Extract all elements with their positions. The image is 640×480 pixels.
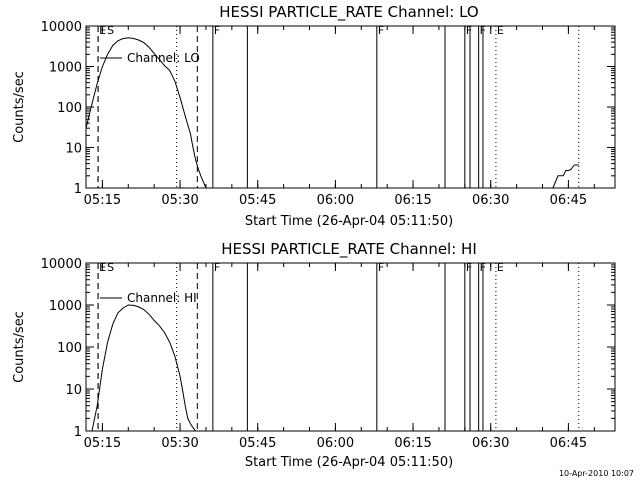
chart-title-hi: HESSI PARTICLE_RATE Channel: HI bbox=[221, 240, 477, 259]
x-tick-label-hi-0: 05:15 bbox=[84, 436, 121, 451]
legend-hi: Channel: HI bbox=[100, 291, 197, 305]
legend-label-lo: Channel: LO bbox=[127, 51, 200, 65]
x-tick-label-lo-5: 06:30 bbox=[472, 193, 509, 208]
x-ticks-hi: 05:15 05:30 05:45 06:00 06:15 06:30 06:45 bbox=[84, 263, 595, 451]
y-tick-label-lo-3: 1000 bbox=[49, 61, 82, 76]
markers-lo: ESFFFFE bbox=[97, 24, 580, 188]
event-marker-label-hi-12: E bbox=[497, 261, 504, 274]
series-line-lo-0-1 bbox=[552, 164, 579, 189]
timestamp: 10-Apr-2010 10:07 bbox=[559, 469, 634, 478]
x-axis-label-lo: Start Time (26-Apr-04 05:11:50) bbox=[245, 214, 453, 229]
x-tick-label-hi-2: 05:45 bbox=[239, 436, 276, 451]
event-marker-label-hi-6: F bbox=[378, 261, 384, 274]
chart-panel-lo: HESSI PARTICLE_RATE Channel: LO ESFFFFE … bbox=[12, 3, 616, 229]
x-tick-label-hi-4: 06:15 bbox=[394, 436, 431, 451]
y-tick-label-lo-0: 1 bbox=[74, 182, 82, 197]
x-tick-label-lo-2: 05:45 bbox=[239, 193, 276, 208]
event-marker-label-lo-8: F bbox=[466, 24, 472, 37]
event-marker-label-lo-1: S bbox=[107, 24, 114, 37]
x-axis-label-hi: Start Time (26-Apr-04 05:11:50) bbox=[245, 455, 453, 470]
event-marker-label-hi-1: S bbox=[107, 261, 114, 274]
series-lo bbox=[85, 37, 579, 189]
chart-title-lo: HESSI PARTICLE_RATE Channel: LO bbox=[219, 3, 478, 22]
y-tick-label-lo-1: 10 bbox=[65, 142, 82, 157]
x-tick-label-lo-6: 06:45 bbox=[550, 193, 587, 208]
y-tick-label-hi-2: 100 bbox=[57, 341, 82, 356]
y-tick-label-hi-0: 1 bbox=[74, 425, 82, 440]
event-marker-label-hi-4: F bbox=[214, 261, 220, 274]
x-tick-label-hi-6: 06:45 bbox=[550, 436, 587, 451]
series-line-lo-0-0 bbox=[85, 37, 207, 189]
x-ticks-lo: 05:15 05:30 05:45 06:00 06:15 06:30 06:45 bbox=[84, 26, 595, 208]
y-tick-label-hi-1: 10 bbox=[65, 383, 82, 398]
event-marker-label-lo-4: F bbox=[214, 24, 220, 37]
x-tick-label-lo-1: 05:30 bbox=[161, 193, 198, 208]
x-tick-label-hi-3: 06:00 bbox=[317, 436, 354, 451]
series-line-hi-0-0 bbox=[91, 304, 196, 432]
y-axis-label-lo: Counts/sec bbox=[12, 71, 27, 143]
event-marker-label-lo-12: E bbox=[497, 24, 504, 37]
chart-panel-hi: HESSI PARTICLE_RATE Channel: HI ESFFFFE … bbox=[12, 240, 616, 470]
x-tick-label-hi-1: 05:30 bbox=[161, 436, 198, 451]
series-hi bbox=[91, 304, 196, 432]
y-ticks-hi: 1 10 100 1000 10000 bbox=[41, 257, 615, 440]
plot-frame-hi bbox=[85, 262, 616, 432]
x-tick-label-lo-3: 06:00 bbox=[317, 193, 354, 208]
y-tick-label-hi-4: 10000 bbox=[41, 257, 82, 272]
x-tick-label-lo-4: 06:15 bbox=[394, 193, 431, 208]
legend-label-hi: Channel: HI bbox=[127, 291, 197, 305]
event-marker-label-hi-8: F bbox=[466, 261, 472, 274]
y-tick-label-hi-3: 1000 bbox=[49, 299, 82, 314]
y-tick-label-lo-4: 10000 bbox=[41, 20, 82, 35]
y-axis-label-hi: Counts/sec bbox=[12, 311, 27, 383]
x-tick-label-hi-5: 06:30 bbox=[472, 436, 509, 451]
y-tick-label-lo-2: 100 bbox=[57, 101, 82, 116]
x-tick-label-lo-0: 05:15 bbox=[84, 193, 121, 208]
legend-lo: Channel: LO bbox=[100, 51, 200, 65]
y-ticks-lo: 1 10 100 1000 10000 bbox=[41, 20, 615, 197]
event-marker-label-lo-6: F bbox=[378, 24, 384, 37]
markers-hi: ESFFFFE bbox=[97, 261, 580, 431]
